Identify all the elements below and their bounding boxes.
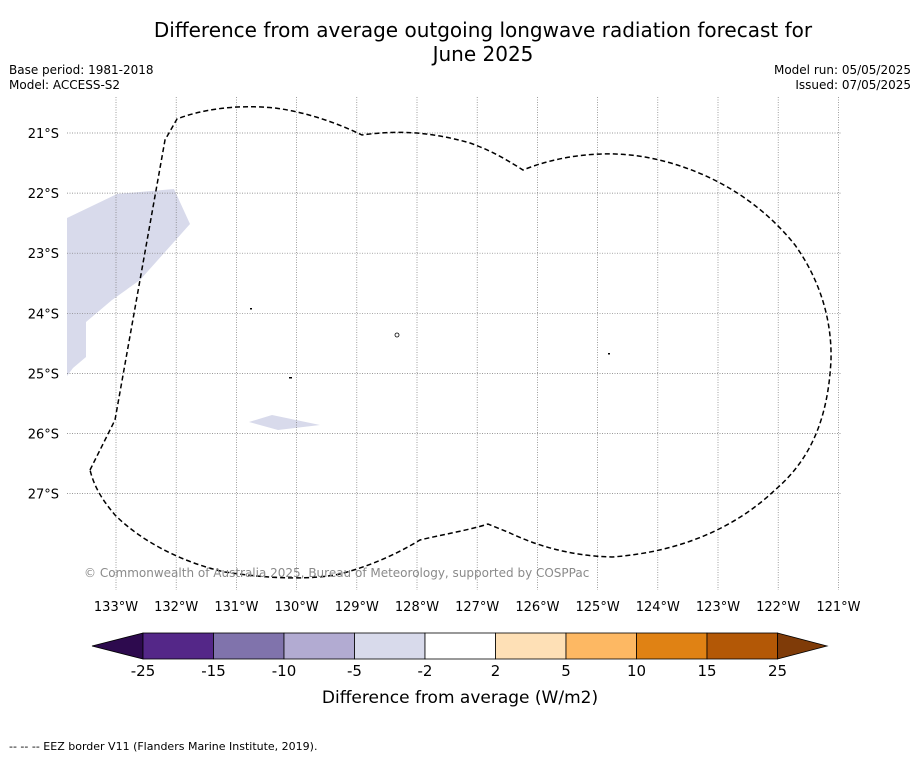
anomaly-region-south xyxy=(249,415,320,430)
lon-label: 121°W xyxy=(816,600,860,615)
colorbar-tick-label: 25 xyxy=(768,662,787,680)
mark-1 xyxy=(250,308,252,310)
colorbar-title: Difference from average (W/m2) xyxy=(322,688,598,708)
lon-label: 132°W xyxy=(154,600,198,615)
colorbar-tick-label: 5 xyxy=(561,662,571,680)
latitude-labels: 21°S 22°S 23°S 24°S 25°S 26°S 27°S xyxy=(28,127,59,503)
lat-label: 27°S xyxy=(28,488,59,503)
lat-label: 25°S xyxy=(28,367,59,382)
lon-label: 128°W xyxy=(395,600,439,615)
lon-label: 130°W xyxy=(275,600,319,615)
chart-title: Difference from average outgoing longwav… xyxy=(0,18,919,66)
colorbar-segment xyxy=(354,632,426,660)
colorbar-segment xyxy=(706,632,778,660)
colorbar-extend-low xyxy=(91,632,144,660)
lon-label: 125°W xyxy=(576,600,620,615)
colorbar-tick-label: 2 xyxy=(491,662,501,680)
copyright-text: © Commonwealth of Australia 2025, Bureau… xyxy=(84,566,589,580)
colorbar-tick-label: -5 xyxy=(347,662,362,680)
longitude-labels: 133°W 132°W 131°W 130°W 129°W 128°W 127°W 126°W… xyxy=(94,600,861,615)
colorbar-tick-label: -25 xyxy=(131,662,156,680)
colorbar xyxy=(91,632,829,660)
lon-label: 122°W xyxy=(756,600,800,615)
colorbar-tick-label: 15 xyxy=(697,662,716,680)
lat-label: 24°S xyxy=(28,307,59,322)
colorbar-segment xyxy=(495,632,567,660)
gridlines xyxy=(67,97,842,590)
colorbar-segment xyxy=(142,632,214,660)
colorbar-segment xyxy=(213,632,285,660)
mark-4 xyxy=(394,332,400,338)
mark-3 xyxy=(608,353,610,355)
lon-label: 131°W xyxy=(214,600,258,615)
lon-label: 129°W xyxy=(335,600,379,615)
anomaly-region-west xyxy=(67,189,190,376)
lon-label: 126°W xyxy=(515,600,559,615)
lat-label: 21°S xyxy=(28,127,59,142)
small-marks xyxy=(250,308,610,379)
colorbar-segment xyxy=(636,632,708,660)
model-name: Model: ACCESS-S2 xyxy=(9,78,121,92)
eez-footnote: -- -- -- EEZ border V11 (Flanders Marine… xyxy=(9,740,318,753)
lat-label: 23°S xyxy=(28,247,59,262)
anomaly-shading xyxy=(67,189,320,430)
meta-right: Model run: 05/05/2025 Issued: 07/05/2025 xyxy=(774,63,911,93)
colorbar-tick-label: -10 xyxy=(272,662,297,680)
colorbar-segment xyxy=(565,632,637,660)
colorbar-tick-label: 10 xyxy=(627,662,646,680)
colorbar-ticks: -25 -15 -10 -5 -2 2 5 10 15 25 xyxy=(131,662,787,680)
lat-label: 26°S xyxy=(28,428,59,443)
title-line-2: June 2025 xyxy=(432,42,534,66)
lon-label: 133°W xyxy=(94,600,138,615)
colorbar-segment xyxy=(424,632,496,660)
lon-label: 124°W xyxy=(636,600,680,615)
colorbar-tick-label: -2 xyxy=(418,662,433,680)
lon-label: 127°W xyxy=(455,600,499,615)
colorbar-segment xyxy=(283,632,355,660)
lon-label: 123°W xyxy=(696,600,740,615)
lat-label: 22°S xyxy=(28,187,59,202)
colorbar-extend-high xyxy=(777,632,829,660)
colorbar-tick-label: -15 xyxy=(201,662,226,680)
meta-left: Base period: 1981-2018 Model: ACCESS-S2 xyxy=(9,63,154,93)
title-line-1: Difference from average outgoing longwav… xyxy=(153,18,813,42)
issued-date: Issued: 07/05/2025 xyxy=(795,78,911,92)
eez-border xyxy=(89,106,832,579)
mark-2 xyxy=(289,377,292,379)
model-run: Model run: 05/05/2025 xyxy=(773,63,911,77)
base-period: Base period: 1981-2018 xyxy=(9,63,154,77)
